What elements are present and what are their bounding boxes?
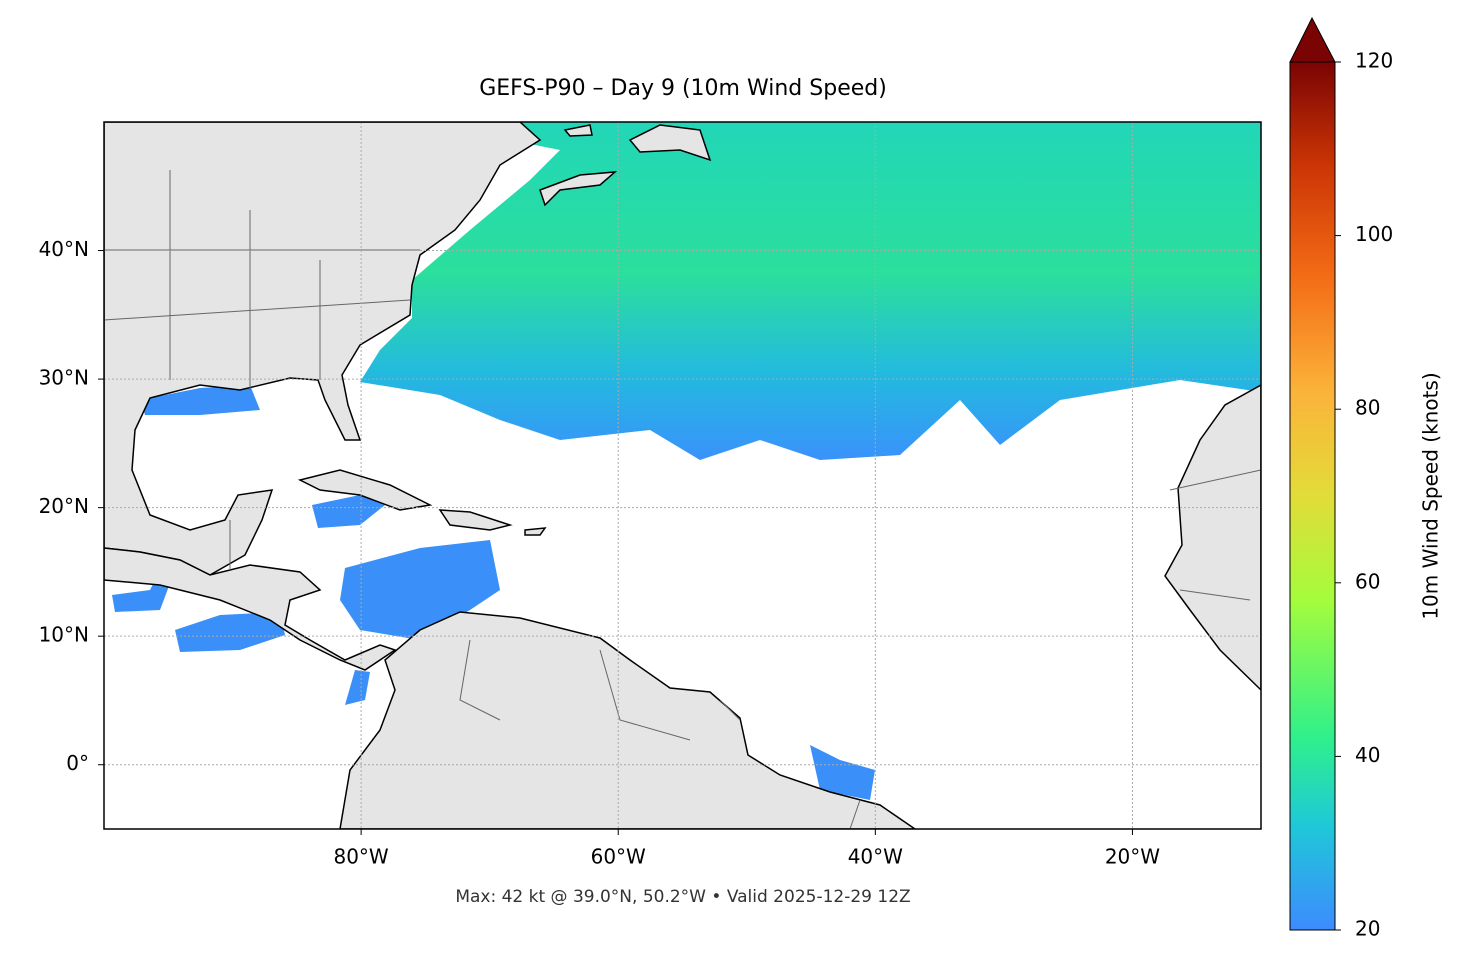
y-tick-label: 20°N	[39, 494, 89, 518]
map-area	[104, 122, 1261, 829]
colorbar-tick-label: 80	[1355, 396, 1380, 420]
land	[438, 509, 513, 531]
land	[539, 171, 618, 207]
y-tick-label: 40°N	[39, 237, 89, 261]
chart-title: GEFS-P90 – Day 9 (10m Wind Speed)	[479, 76, 887, 101]
land	[1164, 384, 1261, 692]
land	[104, 122, 542, 576]
colorbar-label: 10m Wind Speed (knots)	[1419, 372, 1443, 619]
land	[104, 547, 397, 671]
x-tick-label: 80°W	[333, 845, 388, 869]
land	[297, 469, 433, 511]
y-tick-label: 30°N	[39, 366, 89, 390]
colorbar-extend	[1289, 16, 1336, 63]
annotation: Max: 42 kt @ 39.0°N, 50.2°W • Valid 2025…	[455, 887, 910, 907]
borders	[104, 170, 1261, 829]
colorbar-tick-label: 40	[1355, 743, 1380, 767]
land	[628, 124, 712, 162]
y-tick-label: 10°N	[39, 623, 89, 647]
colorbar-tick-label: 60	[1355, 569, 1380, 593]
wind-field	[810, 745, 875, 800]
colorbar-tick-label: 120	[1355, 49, 1393, 73]
land	[563, 124, 593, 137]
wind-field	[312, 495, 385, 528]
colorbar-tick-label: 100	[1355, 222, 1393, 246]
wind-field	[140, 385, 260, 415]
land	[524, 527, 547, 536]
colorbar: 10m Wind Speed (knots) 20 40 60 80 100 120	[1289, 16, 1443, 941]
colorbar-scale	[1289, 61, 1336, 931]
y-tick-label: 0°	[66, 751, 89, 775]
plot-frame	[103, 121, 1262, 830]
x-tick-label: 40°W	[848, 845, 903, 869]
x-tick-label: 60°W	[591, 845, 646, 869]
wind-field	[360, 122, 1261, 460]
colorbar-tick-label: 20	[1355, 917, 1380, 941]
land	[339, 611, 917, 829]
wind-field	[345, 670, 370, 705]
x-tick-label: 20°W	[1105, 845, 1160, 869]
grid	[104, 122, 1261, 829]
wind-field	[175, 612, 285, 652]
